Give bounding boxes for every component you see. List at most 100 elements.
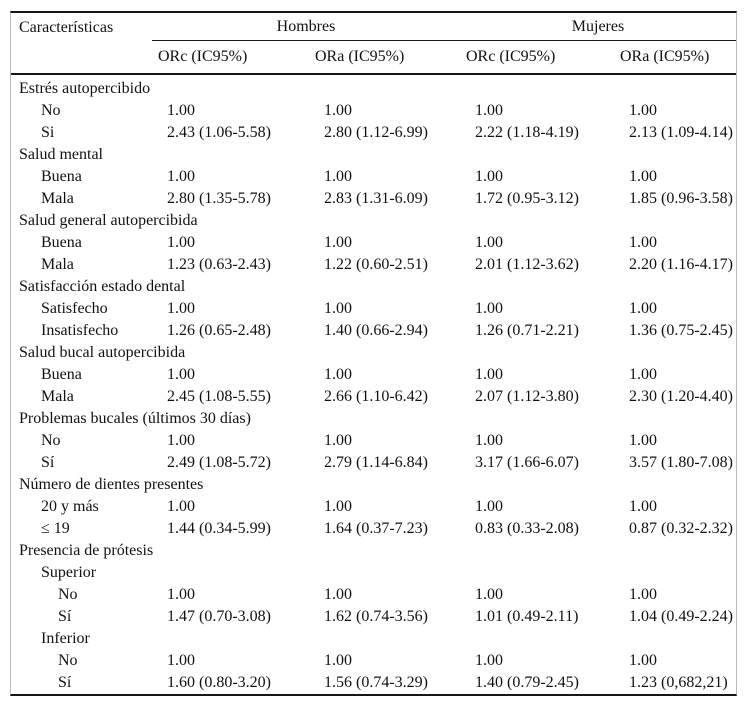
cell-value: 1.00 <box>629 586 657 603</box>
cell-value: 1.62 (0.74-3.56) <box>324 608 428 625</box>
group-row-label: Presencia de prótesis <box>19 542 154 559</box>
cell-value: 1.00 <box>629 366 657 383</box>
cell-value: 2.66 (1.10-6.42) <box>324 388 428 405</box>
table-row: Sí 1.60 (0.80-3.20) 1.56 (0.74-3.29) 1.40 (… <box>11 672 736 694</box>
cell-value: 1.00 <box>167 498 195 515</box>
cell-value: 1.00 <box>629 300 657 317</box>
cell-value: 2.45 (1.08-5.55) <box>167 388 271 405</box>
cell-value: 1.00 <box>629 498 657 515</box>
cell-value: 2.83 (1.31-6.09) <box>324 190 428 207</box>
cell-value: 1.00 <box>475 234 503 251</box>
cell-value: 1.01 (0.49-2.11) <box>475 608 579 625</box>
row-label: Mala <box>41 256 74 273</box>
cell-value: 1.00 <box>167 168 195 185</box>
column-header-caracteristicas: Características <box>11 13 152 75</box>
table-row: Estrés autopercibido <box>11 74 736 100</box>
column-group-mujeres: Mujeres <box>460 13 736 41</box>
cell-value: 1.00 <box>475 498 503 515</box>
row-label: 20 y más <box>41 498 99 515</box>
table-row: Si 2.43 (1.06-5.58) 2.80 (1.12-6.99) 2.22 (… <box>11 122 736 144</box>
column-header-orc-mujeres: ORc (IC95%) <box>460 40 614 75</box>
column-header-orc-hombres: ORc (IC95%) <box>152 40 309 75</box>
cell-value: 2.22 (1.18-4.19) <box>475 124 579 141</box>
cell-value: 1.00 <box>324 366 352 383</box>
row-label: No <box>41 102 61 119</box>
cell-value: 1.00 <box>629 102 657 119</box>
group-row-label: Estrés autopercibido <box>19 80 151 97</box>
cell-value: 1.56 (0.74-3.29) <box>324 674 428 691</box>
cell-value: 1.23 (0.63-2.43) <box>167 256 271 273</box>
table-row: 20 y más 1.00 1.00 1.00 1.00 <box>11 496 736 518</box>
table-row: No 1.00 1.00 1.00 1.00 <box>11 430 736 452</box>
table-row: No 1.00 1.00 1.00 1.00 <box>11 100 736 122</box>
cell-value: 1.00 <box>324 498 352 515</box>
cell-value: 1.00 <box>475 366 503 383</box>
table-row: Buena 1.00 1.00 1.00 1.00 <box>11 232 736 254</box>
table-row: Mala 1.23 (0.63-2.43) 1.22 (0.60-2.51) 2.01… <box>11 254 736 276</box>
table-body: Estrés autopercibido No 1.00 1.00 1.00 1.00 Si… <box>11 74 736 694</box>
group-row-label: Salud general autopercibida <box>19 212 198 229</box>
table-row: Presencia de prótesis <box>11 540 736 562</box>
row-label: Si <box>41 124 55 141</box>
cell-value: 1.00 <box>324 300 352 317</box>
cell-value: 1.85 (0.96-3.58) <box>629 190 733 207</box>
cell-value: 1.00 <box>475 300 503 317</box>
cell-value: 1.00 <box>475 102 503 119</box>
group-row-label: Problemas bucales (últimos 30 días) <box>19 410 251 427</box>
table-row: Problemas bucales (últimos 30 días) <box>11 408 736 430</box>
table-row: No 1.00 1.00 1.00 1.00 <box>11 650 736 672</box>
cell-value: 1.47 (0.70-3.08) <box>167 608 271 625</box>
cell-value: 0.83 (0.33-2.08) <box>475 520 579 537</box>
cell-value: 2.79 (1.14-6.84) <box>324 454 428 471</box>
table-row: Inferior <box>11 628 736 650</box>
table-row: Mala 2.45 (1.08-5.55) 2.66 (1.10-6.42) 2.07… <box>11 386 736 408</box>
cell-value: 1.36 (0.75-2.45) <box>629 322 733 339</box>
cell-value: 1.00 <box>167 652 195 669</box>
group-row-label: Satisfacción estado dental <box>19 278 186 295</box>
row-label: ≤ 19 <box>41 520 70 537</box>
table-row: Buena 1.00 1.00 1.00 1.00 <box>11 166 736 188</box>
column-header-ora-hombres: ORa (IC95%) <box>309 40 460 75</box>
cell-value: 2.20 (1.16-4.17) <box>629 256 733 273</box>
table-row: Salud general autopercibida <box>11 210 736 232</box>
row-label: Sí <box>41 454 55 471</box>
cell-value: 2.43 (1.06-5.58) <box>167 124 271 141</box>
column-header-ora-mujeres: ORa (IC95%) <box>614 40 736 75</box>
cell-value: 2.80 (1.12-6.99) <box>324 124 428 141</box>
row-label: Sí <box>58 608 72 625</box>
table-row: No 1.00 1.00 1.00 1.00 <box>11 584 736 606</box>
table-row: Sí 2.49 (1.08-5.72) 2.79 (1.14-6.84) 3.17 (… <box>11 452 736 474</box>
cell-value: 1.60 (0.80-3.20) <box>167 674 271 691</box>
cell-value: 1.00 <box>324 168 352 185</box>
row-label: Buena <box>41 366 82 383</box>
header-row-subcolumns: ORc (IC95%) ORa (IC95%) ORc (IC95%) ORa … <box>11 40 736 75</box>
cell-value: 1.00 <box>629 432 657 449</box>
cell-value: 1.26 (0.71-2.21) <box>475 322 579 339</box>
table-row: Número de dientes presentes <box>11 474 736 496</box>
group-row-label: Salud bucal autopercibida <box>19 344 186 361</box>
cell-value: 1.00 <box>475 586 503 603</box>
row-label: Mala <box>41 190 74 207</box>
row-label: Satisfecho <box>41 300 108 317</box>
cell-value: 1.22 (0.60-2.51) <box>324 256 428 273</box>
cell-value: 2.13 (1.09-4.14) <box>629 124 733 141</box>
row-label: No <box>41 432 61 449</box>
group-row-label: Salud mental <box>19 146 103 163</box>
row-label: Sí <box>58 674 72 691</box>
row-label: No <box>58 652 78 669</box>
cell-value: 1.00 <box>324 234 352 251</box>
cell-value: 1.04 (0.49-2.24) <box>629 608 733 625</box>
row-label: Mala <box>41 388 74 405</box>
cell-value: 1.00 <box>629 234 657 251</box>
cell-value: 1.00 <box>167 432 195 449</box>
cell-value: 1.44 (0.34-5.99) <box>167 520 271 537</box>
cell-value: 0.87 (0.32-2.32) <box>629 520 733 537</box>
cell-value: 1.00 <box>324 652 352 669</box>
cell-value: 1.00 <box>475 432 503 449</box>
table-row: Superior <box>11 562 736 584</box>
cell-value: 1.72 (0.95-3.12) <box>475 190 579 207</box>
table-row: Salud bucal autopercibida <box>11 342 736 364</box>
cell-value: 1.00 <box>324 102 352 119</box>
cell-value: 3.17 (1.66-6.07) <box>475 454 579 471</box>
cell-value: 1.26 (0.65-2.48) <box>167 322 271 339</box>
